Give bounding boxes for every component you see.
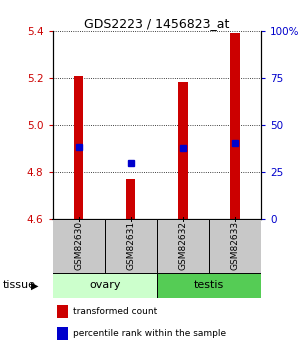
Bar [209,219,261,273]
Text: GSM82631: GSM82631 [126,221,135,270]
Text: GSM82630: GSM82630 [74,221,83,270]
Text: transformed count: transformed count [74,307,158,316]
Bar [52,273,157,298]
Text: tissue: tissue [3,280,36,290]
Bar [178,81,188,219]
Bar [57,327,68,340]
Bar [57,305,68,318]
Bar [157,273,261,298]
Text: testis: testis [194,280,224,290]
Bar [52,219,105,273]
Bar [157,219,209,273]
Bar [230,33,240,219]
Text: ovary: ovary [89,280,120,290]
Title: GDS2223 / 1456823_at: GDS2223 / 1456823_at [84,17,230,30]
Bar [74,76,83,219]
Text: GSM82632: GSM82632 [178,221,187,270]
Text: GSM82633: GSM82633 [230,221,239,270]
Text: ▶: ▶ [31,280,38,290]
Bar [105,219,157,273]
Bar [126,179,135,219]
Text: percentile rank within the sample: percentile rank within the sample [74,329,226,338]
